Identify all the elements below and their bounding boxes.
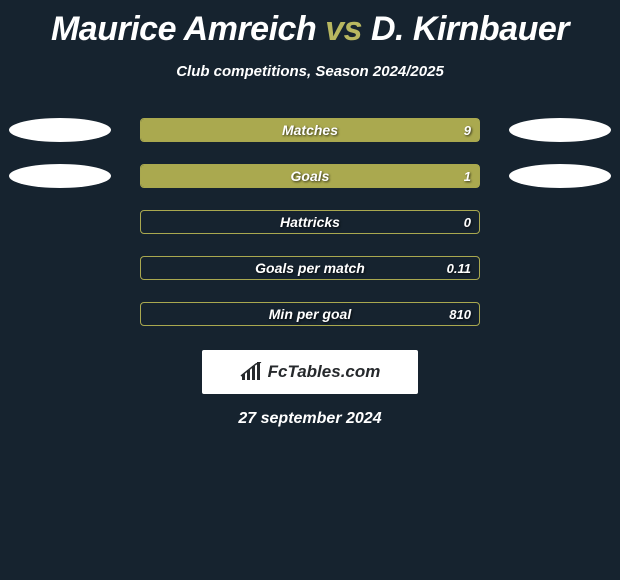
stat-row: Goals1 xyxy=(0,164,620,188)
stat-bar: Matches9 xyxy=(140,118,480,142)
left-ellipse xyxy=(9,118,111,142)
stat-label: Min per goal xyxy=(141,306,479,322)
left-ellipse xyxy=(9,164,111,188)
stat-value: 9 xyxy=(464,123,471,138)
stat-bar: Goals1 xyxy=(140,164,480,188)
branding-badge: FcTables.com xyxy=(202,350,418,394)
right-ellipse xyxy=(509,118,611,142)
stat-row: Min per goal810 xyxy=(0,302,620,326)
stat-label: Goals xyxy=(141,168,479,184)
stat-row: Hattricks0 xyxy=(0,210,620,234)
player1-name: Maurice Amreich xyxy=(51,10,316,48)
player2-name: D. Kirnbauer xyxy=(371,10,569,48)
stat-label: Matches xyxy=(141,122,479,138)
chart-icon xyxy=(240,362,264,382)
stat-value: 810 xyxy=(449,307,471,322)
stat-value: 0.11 xyxy=(447,261,471,276)
stat-label: Goals per match xyxy=(141,260,479,276)
stat-value: 0 xyxy=(464,215,471,230)
comparison-title: Maurice Amreich vs D. Kirnbauer xyxy=(0,0,620,49)
stats-container: Matches9Goals1Hattricks0Goals per match0… xyxy=(0,118,620,326)
stat-row: Matches9 xyxy=(0,118,620,142)
branding-text: FcTables.com xyxy=(268,362,381,382)
vs-text: vs xyxy=(325,10,362,48)
stat-bar: Min per goal810 xyxy=(140,302,480,326)
right-ellipse xyxy=(509,164,611,188)
stat-row: Goals per match0.11 xyxy=(0,256,620,280)
stat-bar: Goals per match0.11 xyxy=(140,256,480,280)
stat-label: Hattricks xyxy=(141,214,479,230)
stat-bar: Hattricks0 xyxy=(140,210,480,234)
date-text: 27 september 2024 xyxy=(0,410,620,428)
stat-value: 1 xyxy=(464,169,471,184)
subtitle: Club competitions, Season 2024/2025 xyxy=(0,63,620,80)
